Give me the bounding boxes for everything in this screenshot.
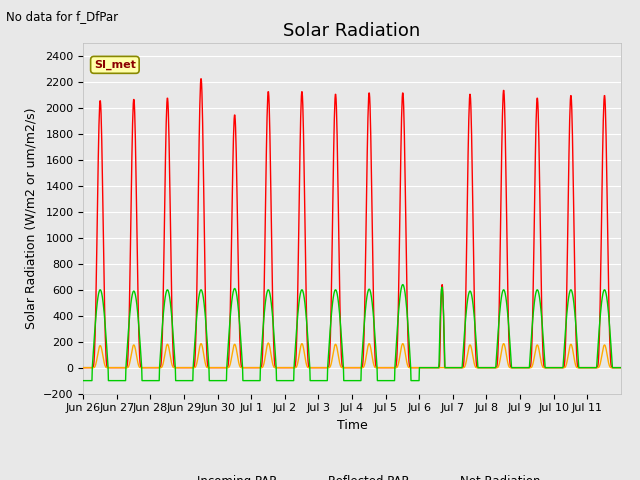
Title: Solar Radiation: Solar Radiation: [284, 22, 420, 40]
X-axis label: Time: Time: [337, 419, 367, 432]
Text: SI_met: SI_met: [94, 60, 136, 70]
Text: No data for f_DfPar: No data for f_DfPar: [6, 10, 118, 23]
Y-axis label: Solar Radiation (W/m2 or um/m2/s): Solar Radiation (W/m2 or um/m2/s): [24, 108, 37, 329]
Legend: Incoming PAR, Reflected PAR, Net Radiation: Incoming PAR, Reflected PAR, Net Radiati…: [159, 470, 545, 480]
